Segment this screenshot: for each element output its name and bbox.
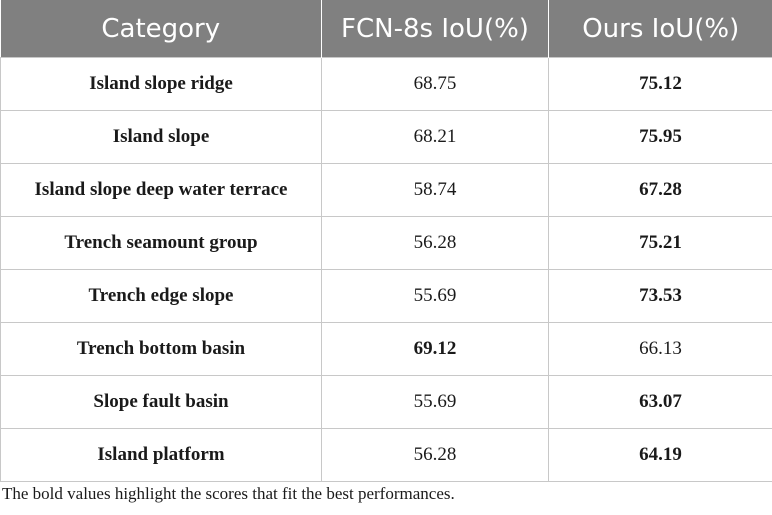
fcn-iou-cell: 58.74 [321,163,549,217]
category-cell: Trench bottom basin [0,322,322,376]
ours-iou-cell: 64.19 [548,428,772,482]
header-ours-iou: Ours IoU(%) [548,0,772,58]
header-category: Category [0,0,322,58]
category-cell: Island platform [0,428,322,482]
table-row: Slope fault basin 55.69 63.07 [0,375,772,429]
category-cell: Trench seamount group [0,216,322,270]
table-row: Island slope 68.21 75.95 [0,110,772,164]
fcn-iou-cell: 68.75 [321,57,549,111]
table-row: Island slope ridge 68.75 75.12 [0,57,772,111]
ours-iou-cell: 73.53 [548,269,772,323]
fcn-iou-cell: 55.69 [321,375,549,429]
fcn-iou-cell: 69.12 [321,322,549,376]
ours-iou-cell: 67.28 [548,163,772,217]
ours-iou-cell: 75.95 [548,110,772,164]
ours-iou-cell: 66.13 [548,322,772,376]
category-cell: Island slope [0,110,322,164]
iou-comparison-table: Category FCN-8s IoU(%) Ours IoU(%) Islan… [0,0,772,482]
header-fcn-iou: FCN-8s IoU(%) [321,0,549,58]
table-row: Island platform 56.28 64.19 [0,428,772,482]
table-body: Island slope ridge 68.75 75.12 Island slope… [0,57,772,482]
fcn-iou-cell: 56.28 [321,428,549,482]
fcn-iou-cell: 55.69 [321,269,549,323]
category-cell: Island slope deep water terrace [0,163,322,217]
results-table-container: Category FCN-8s IoU(%) Ours IoU(%) Islan… [0,0,772,482]
table-row: Trench edge slope 55.69 73.53 [0,269,772,323]
table-row: Trench bottom basin 69.12 66.13 [0,322,772,376]
table-row: Island slope deep water terrace 58.74 67.2… [0,163,772,217]
ours-iou-cell: 63.07 [548,375,772,429]
ours-iou-cell: 75.12 [548,57,772,111]
table-footnote: The bold values highlight the scores tha… [2,484,455,503]
header-row: Category FCN-8s IoU(%) Ours IoU(%) [0,0,772,58]
fcn-iou-cell: 56.28 [321,216,549,270]
table-row: Trench seamount group 56.28 75.21 [0,216,772,270]
table-header: Category FCN-8s IoU(%) Ours IoU(%) [0,0,772,58]
fcn-iou-cell: 68.21 [321,110,549,164]
category-cell: Trench edge slope [0,269,322,323]
ours-iou-cell: 75.21 [548,216,772,270]
category-cell: Slope fault basin [0,375,322,429]
category-cell: Island slope ridge [0,57,322,111]
